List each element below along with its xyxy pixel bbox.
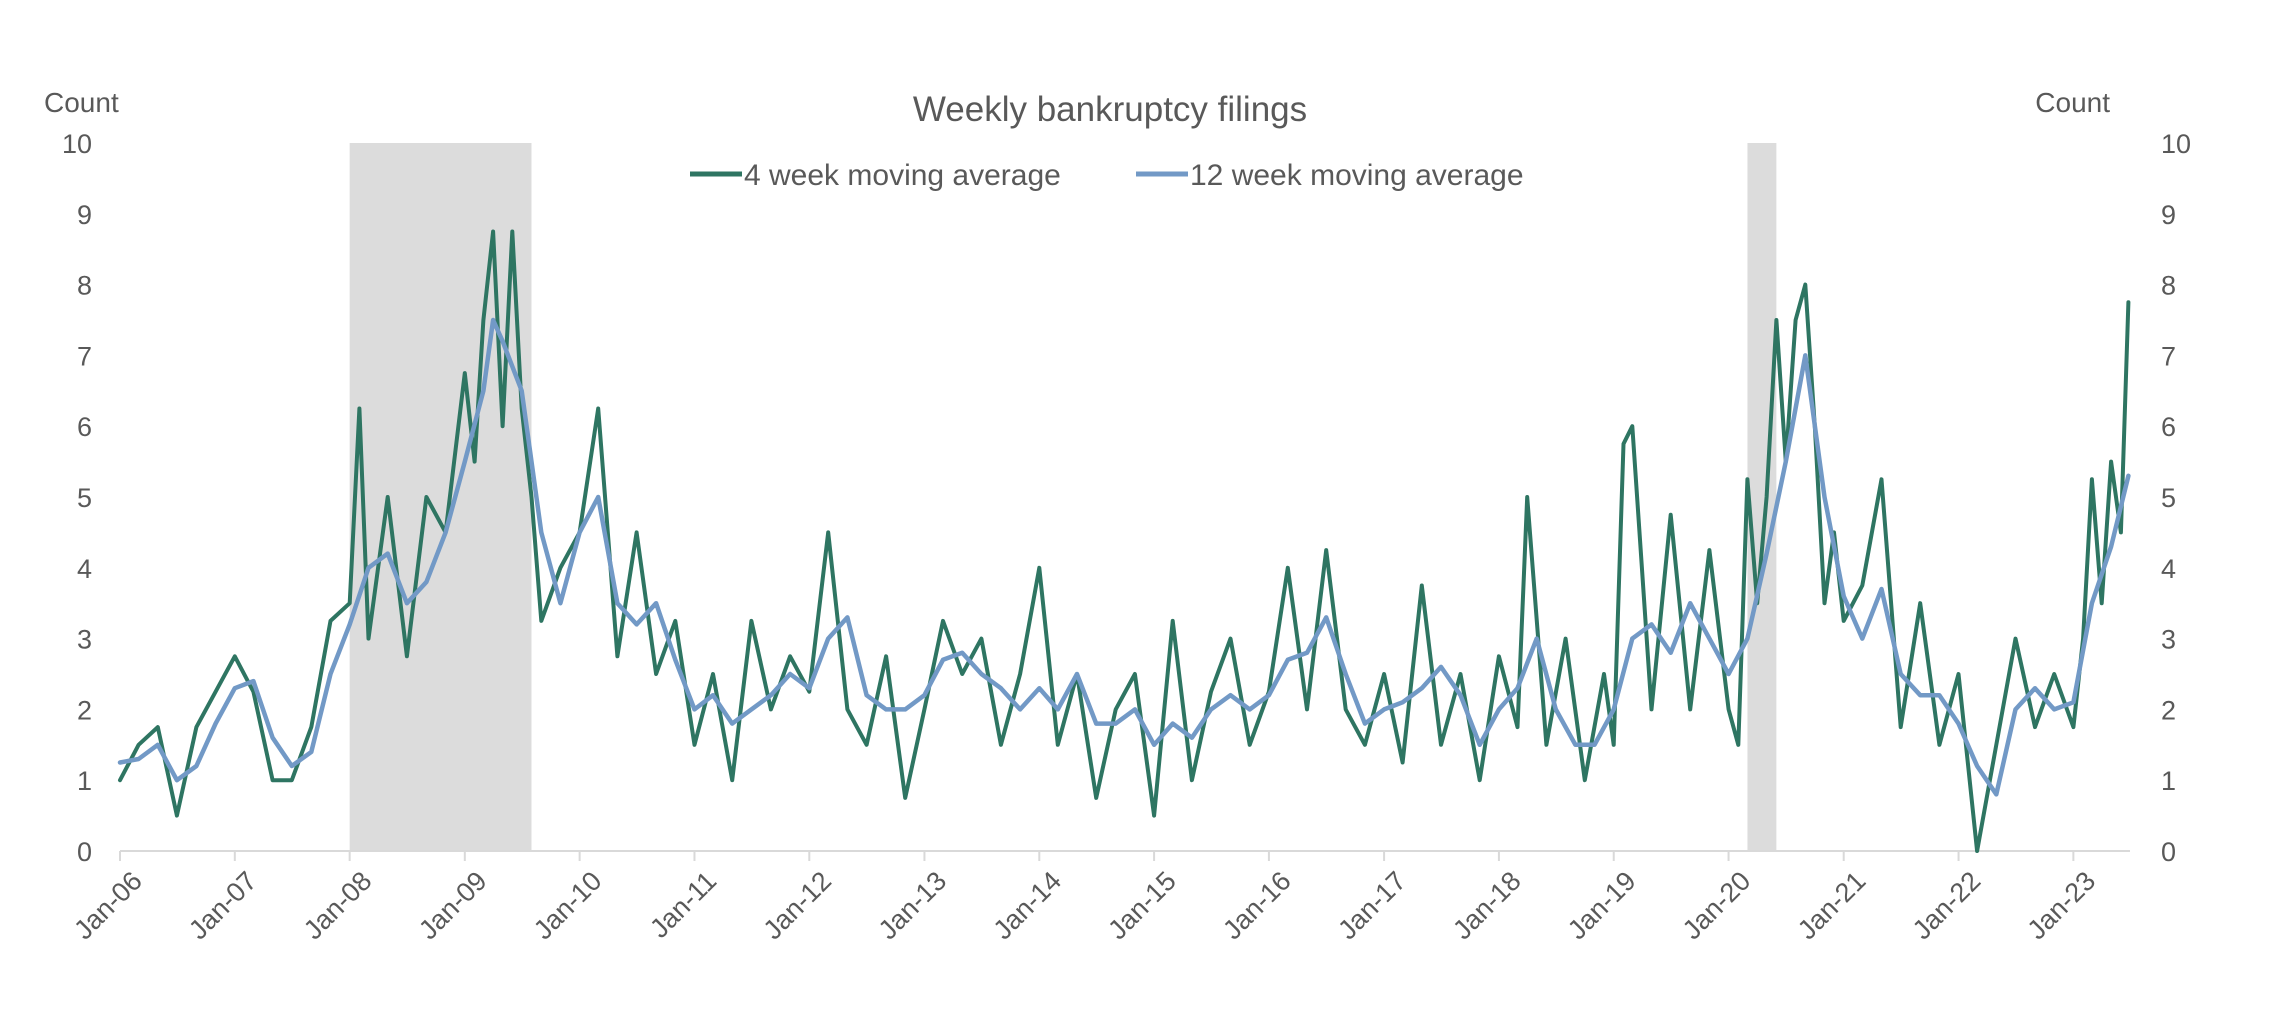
series-line-4wk (118, 229, 2131, 853)
legend: 4 week moving average 12 week moving ave… (690, 159, 1524, 192)
y-left-tick-label: 10 (62, 129, 92, 159)
x-tick-label: Jan-12 (758, 866, 838, 946)
x-tick-label: Jan-20 (1677, 866, 1757, 946)
y-right-tick-label: 1 (2161, 766, 2176, 796)
shaded-period-0 (349, 143, 532, 851)
x-tick-marks (119, 851, 2075, 861)
y-right-tick-label: 6 (2161, 412, 2176, 442)
y-left-tick-labels: 0 1 2 3 4 5 6 7 8 9 10 (62, 129, 92, 867)
y-left-tick-label: 7 (77, 341, 92, 371)
x-tick-label: Jan-19 (1562, 866, 1642, 946)
x-tick-label: Jan-13 (873, 866, 953, 946)
y-right-tick-label: 7 (2161, 341, 2176, 371)
y-left-tick-label: 9 (77, 200, 92, 230)
y-left-axis-title: Count (44, 87, 119, 118)
y-left-tick-label: 3 (77, 625, 92, 655)
x-tick-labels: Jan-06 Jan-07 Jan-08 Jan-09 Jan-10 Jan-11 Jan-… (68, 866, 2101, 946)
y-left-tick-label: 8 (77, 271, 92, 301)
y-right-axis-title: Count (2035, 87, 2110, 118)
y-right-tick-label: 0 (2161, 837, 2176, 867)
shaded-period-1 (1747, 143, 1777, 851)
x-tick-label: Jan-06 (68, 866, 148, 946)
x-tick-label: Jan-17 (1332, 866, 1412, 946)
recession-shading (349, 143, 1777, 851)
y-left-tick-label: 0 (77, 837, 92, 867)
y-right-tick-label: 2 (2161, 695, 2176, 725)
x-tick-label: Jan-22 (1907, 866, 1987, 946)
y-left-tick-label: 5 (77, 483, 92, 513)
x-tick-label: Jan-16 (1217, 866, 1297, 946)
y-right-tick-label: 3 (2161, 625, 2176, 655)
series-line-12wk (117, 317, 2131, 797)
x-tick-label: Jan-11 (644, 866, 722, 944)
x-tick-label: Jan-14 (987, 866, 1067, 946)
y-right-tick-label: 8 (2161, 271, 2176, 301)
x-tick-label: Jan-08 (298, 866, 378, 946)
y-left-tick-label: 4 (77, 554, 92, 584)
legend-label-12wk: 12 week moving average (1190, 159, 1524, 192)
legend-label-4wk: 4 week moving average (744, 159, 1061, 192)
x-tick-label: Jan-23 (2022, 866, 2102, 946)
y-right-tick-label: 4 (2161, 554, 2176, 584)
x-tick-label: Jan-07 (183, 866, 263, 946)
x-tick-label: Jan-10 (528, 866, 608, 946)
y-left-tick-label: 1 (77, 766, 92, 796)
x-tick-label: Jan-09 (413, 866, 493, 946)
x-tick-label: Jan-18 (1447, 866, 1527, 946)
y-right-tick-labels: 0 1 2 3 4 5 6 7 8 9 10 (2161, 129, 2191, 867)
y-right-tick-label: 5 (2161, 483, 2176, 513)
x-tick-label: Jan-15 (1102, 866, 1182, 946)
x-tick-label: Jan-21 (1792, 866, 1872, 946)
y-right-tick-label: 10 (2161, 129, 2191, 159)
y-left-tick-label: 2 (77, 695, 92, 725)
chart-title: Weekly bankruptcy filings (913, 90, 1307, 129)
series-layer (117, 229, 2131, 853)
y-left-tick-label: 6 (77, 412, 92, 442)
y-right-tick-label: 9 (2161, 200, 2176, 230)
